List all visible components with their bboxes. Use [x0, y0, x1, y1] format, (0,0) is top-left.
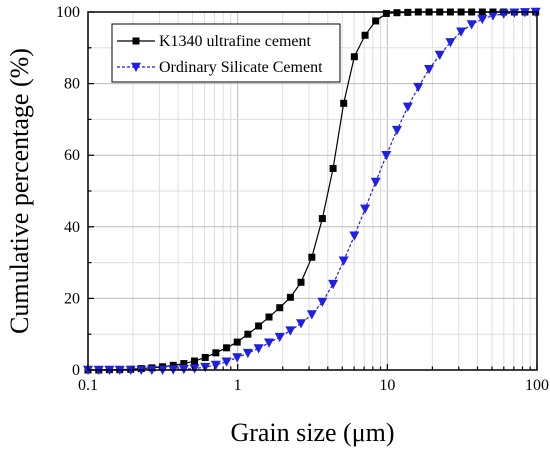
data-point — [382, 9, 390, 17]
data-point — [169, 361, 177, 369]
ticks — [87, 11, 538, 371]
legend: K1340 ultrafine cement Ordinary Silicate … — [111, 23, 341, 83]
data-point — [509, 8, 520, 18]
x-tick-label: 10 — [379, 377, 395, 394]
data-point — [296, 319, 307, 329]
data-point — [264, 338, 275, 348]
legend-label: Ordinary Silicate Cement — [159, 59, 323, 76]
data-point — [361, 31, 369, 39]
data-point — [308, 253, 316, 261]
x-tick-label: 100 — [525, 377, 549, 394]
data-point — [445, 38, 456, 48]
data-point — [487, 11, 498, 21]
y-tick-label: 100 — [56, 4, 80, 21]
data-point — [221, 357, 232, 367]
data-point — [191, 357, 199, 365]
data-point — [223, 344, 231, 352]
data-point — [424, 65, 435, 75]
data-point — [244, 330, 252, 338]
data-point — [391, 125, 402, 136]
data-point — [381, 150, 392, 161]
data-point — [201, 353, 209, 361]
data-point — [297, 278, 305, 286]
data-point — [350, 53, 358, 61]
y-tick-label: 40 — [64, 219, 80, 236]
data-point — [317, 297, 328, 307]
data-point — [131, 62, 141, 72]
data-point — [329, 164, 337, 172]
data-point — [265, 313, 273, 321]
x-tick-label: 1 — [234, 377, 242, 394]
data-point — [255, 322, 263, 330]
data-point — [402, 102, 413, 112]
data-point — [360, 204, 371, 214]
data-point — [370, 177, 381, 188]
y-tick-label: 60 — [64, 147, 80, 164]
data-point — [286, 293, 294, 301]
data-point — [349, 231, 360, 241]
data-point — [456, 27, 467, 37]
data-point — [233, 338, 241, 346]
data-point — [328, 279, 339, 290]
data-point — [340, 99, 348, 107]
data-point — [180, 360, 188, 368]
y-tick-label: 20 — [64, 290, 80, 307]
x-tick-label: 0.1 — [78, 377, 98, 394]
data-point — [306, 310, 317, 320]
data-point — [274, 332, 285, 343]
data-point — [132, 37, 140, 45]
data-point — [232, 353, 243, 363]
data-point — [276, 304, 284, 312]
data-point — [372, 17, 380, 25]
data-point — [253, 344, 264, 354]
legend-label: K1340 ultrafine cement — [159, 33, 312, 50]
data-point — [413, 82, 424, 93]
legend-box — [111, 23, 341, 83]
data-point — [477, 14, 488, 25]
y-tick-label: 80 — [64, 76, 80, 93]
data-point — [338, 256, 349, 266]
y-tick-label: 0 — [72, 362, 80, 379]
x-axis-title: Grain size (μm) — [230, 418, 394, 447]
data-point — [434, 50, 445, 60]
y-axis-title: Cumulative percentage (%) — [5, 48, 34, 334]
data-point — [210, 360, 221, 370]
tick-labels: 0.1 1 10 100 0 20 40 60 80 100 — [56, 4, 549, 394]
data-point — [466, 20, 477, 30]
data-point — [212, 349, 220, 357]
data-point — [242, 348, 253, 359]
data-point — [285, 326, 296, 336]
data-point — [318, 215, 326, 223]
data-point — [200, 362, 211, 373]
